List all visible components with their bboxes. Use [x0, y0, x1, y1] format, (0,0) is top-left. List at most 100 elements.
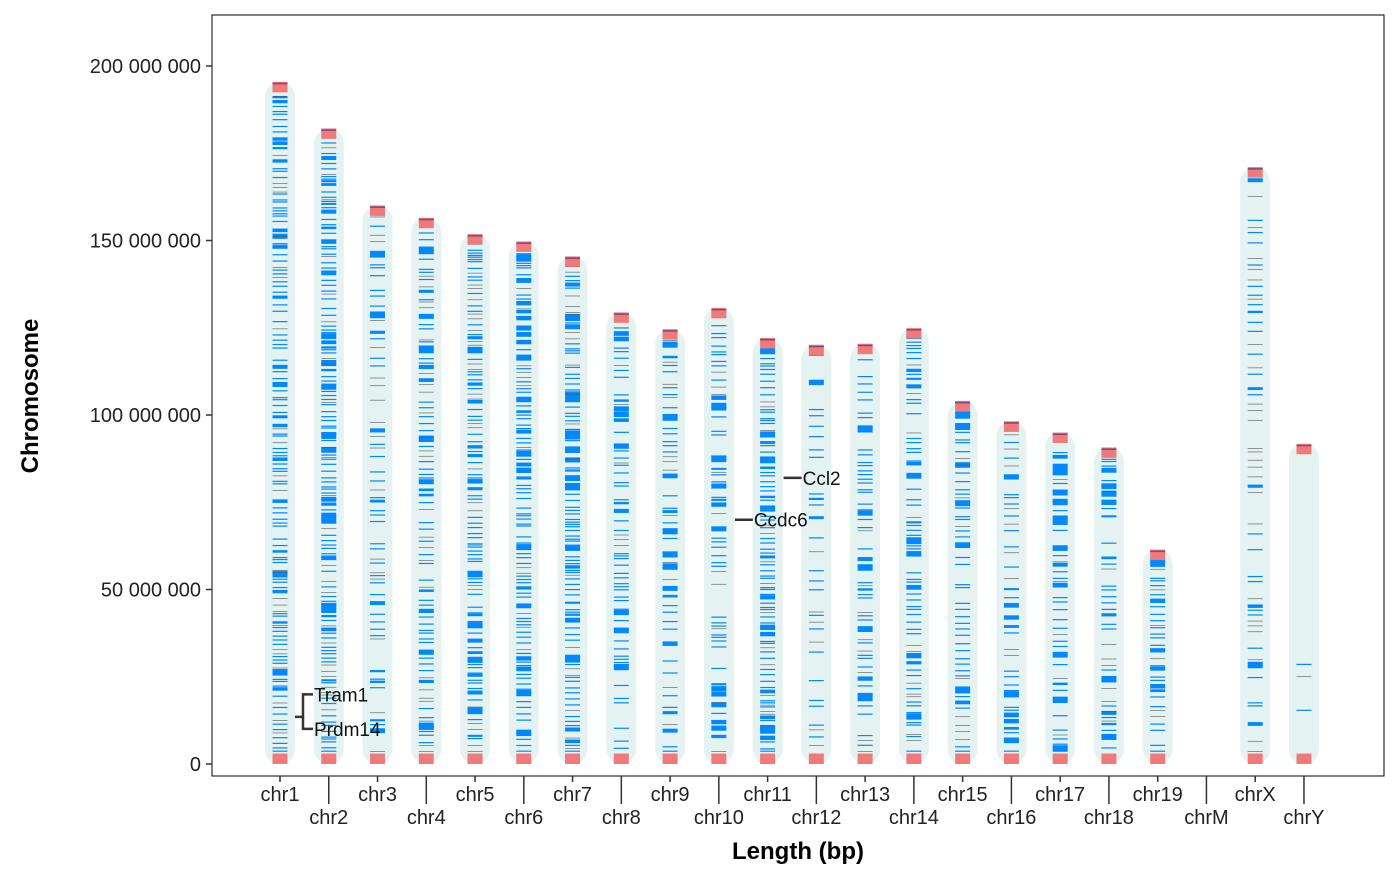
minor-mark [516, 613, 532, 614]
feature-mark [272, 343, 288, 346]
feature-mark [370, 575, 386, 577]
feature-mark [516, 253, 532, 255]
minor-mark [418, 391, 434, 393]
feature-mark [565, 316, 581, 318]
minor-mark [1003, 508, 1019, 510]
feature-mark [711, 702, 727, 708]
y-tick-label: 200 000 000 [90, 56, 201, 78]
feature-mark [1052, 743, 1068, 745]
feature-mark [565, 687, 581, 689]
feature-mark [272, 589, 288, 592]
feature-mark [565, 544, 581, 551]
feature-mark [711, 683, 727, 686]
feature-mark [516, 391, 532, 393]
feature-mark [467, 647, 483, 649]
feature-mark [565, 583, 581, 586]
feature-mark [272, 364, 288, 369]
feature-mark [321, 619, 337, 622]
feature-mark [1247, 580, 1263, 583]
feature-mark [418, 239, 434, 241]
minor-mark [565, 574, 581, 576]
minor-mark [955, 716, 971, 718]
feature-mark [711, 483, 727, 489]
feature-mark [1150, 594, 1166, 596]
feature-mark [272, 468, 288, 470]
feature-mark [272, 304, 288, 306]
minor-mark [1101, 720, 1117, 722]
feature-mark [1052, 738, 1068, 740]
feature-mark [516, 492, 532, 494]
feature-mark [613, 351, 629, 353]
feature-mark [321, 279, 337, 281]
feature-mark [321, 653, 337, 655]
feature-mark [467, 479, 483, 484]
feature-mark [516, 274, 532, 276]
feature-mark [906, 499, 922, 501]
minor-mark [1101, 710, 1117, 712]
x-axis-title: Length (bp) [732, 838, 864, 865]
feature-mark [1003, 737, 1019, 744]
feature-mark [760, 460, 776, 462]
minor-mark [1003, 434, 1019, 436]
minor-mark [1247, 196, 1263, 197]
feature-mark [418, 324, 434, 326]
feature-mark [711, 691, 727, 697]
feature-mark [760, 537, 776, 540]
feature-mark [906, 488, 922, 490]
telomere-band [711, 308, 727, 311]
feature-mark [272, 669, 288, 676]
feature-mark [906, 572, 922, 574]
feature-mark [467, 620, 483, 623]
minor-mark [711, 513, 727, 514]
feature-mark [662, 628, 678, 630]
feature-mark [857, 615, 873, 617]
feature-mark [1101, 602, 1117, 604]
feature-mark [955, 634, 971, 636]
minor-mark [321, 664, 337, 666]
minor-mark [662, 724, 678, 726]
feature-mark [467, 433, 483, 435]
feature-mark [321, 509, 337, 511]
feature-mark [955, 518, 971, 521]
minor-mark [321, 199, 337, 201]
feature-mark [955, 439, 971, 441]
telomere-band [760, 338, 776, 341]
feature-mark [955, 431, 971, 433]
minor-mark [1101, 644, 1117, 645]
feature-mark [955, 586, 971, 589]
x-tick-label: chr3 [358, 784, 397, 806]
feature-mark [370, 365, 386, 367]
feature-mark [1052, 651, 1068, 658]
feature-mark [321, 724, 337, 727]
feature-mark [1150, 648, 1166, 650]
feature-mark [906, 377, 922, 380]
x-tick-label: chr2 [309, 807, 348, 829]
feature-mark [1003, 691, 1019, 698]
minor-mark [1150, 625, 1166, 626]
feature-mark [711, 640, 727, 642]
feature-mark [565, 406, 581, 408]
feature-mark [321, 246, 337, 248]
feature-mark [760, 631, 776, 637]
feature-mark [272, 518, 288, 520]
feature-mark [370, 295, 386, 297]
feature-mark [1052, 627, 1068, 629]
x-tick-label: chr5 [456, 784, 495, 806]
feature-mark [418, 378, 434, 382]
feature-mark [613, 508, 629, 513]
feature-mark [662, 495, 678, 497]
feature-mark [1101, 729, 1117, 731]
chromosome-body [655, 329, 686, 764]
feature-mark [418, 479, 434, 485]
feature-mark [955, 696, 971, 698]
feature-mark [370, 510, 386, 512]
feature-mark [467, 679, 483, 681]
feature-mark [1247, 661, 1263, 669]
feature-mark [321, 380, 337, 382]
feature-mark [418, 278, 434, 281]
feature-mark [516, 267, 532, 269]
feature-mark [662, 510, 678, 514]
centromere-cap [565, 753, 581, 764]
feature-mark [565, 314, 581, 322]
minor-mark [808, 621, 824, 623]
